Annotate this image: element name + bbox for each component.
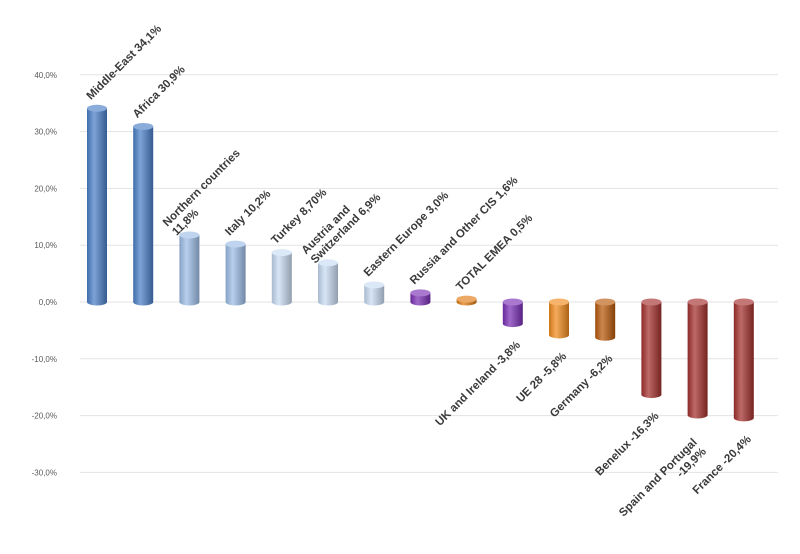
y-tick-label: -10,0% — [32, 355, 57, 364]
bar — [318, 259, 338, 306]
y-tick-label: 30,0% — [34, 128, 57, 137]
y-tick-label: 20,0% — [34, 184, 57, 193]
bar — [549, 298, 569, 339]
bars — [87, 104, 754, 422]
y-tick-label: -30,0% — [32, 468, 57, 477]
bar — [733, 298, 754, 422]
y-axis: 40,0% 30,0% 20,0% 10,0% 0,0% -10,0% -20,0% -30,… — [32, 71, 57, 478]
bar — [502, 298, 523, 328]
bar — [87, 104, 107, 306]
y-tick-label: 10,0% — [34, 241, 57, 250]
y-tick-label: -20,0% — [32, 412, 57, 421]
bar — [456, 295, 477, 306]
y-tick-label: 0,0% — [39, 298, 57, 307]
y-tick-label: 40,0% — [34, 71, 57, 80]
data-label: Italy 10,2% — [223, 188, 273, 238]
data-label: Africa 30,9% — [131, 64, 188, 121]
bar — [641, 298, 662, 399]
bar — [133, 122, 154, 306]
data-label: France -20,4% — [691, 434, 754, 497]
bar — [687, 298, 708, 419]
bar — [595, 298, 616, 341]
bar — [271, 249, 292, 306]
bar — [410, 289, 431, 306]
data-label: Benelux -16,3% — [593, 410, 661, 478]
bar — [225, 240, 246, 306]
bar — [364, 281, 385, 306]
bar — [179, 231, 200, 306]
data-label: Russia and Other CIS 1,6% — [408, 175, 520, 287]
